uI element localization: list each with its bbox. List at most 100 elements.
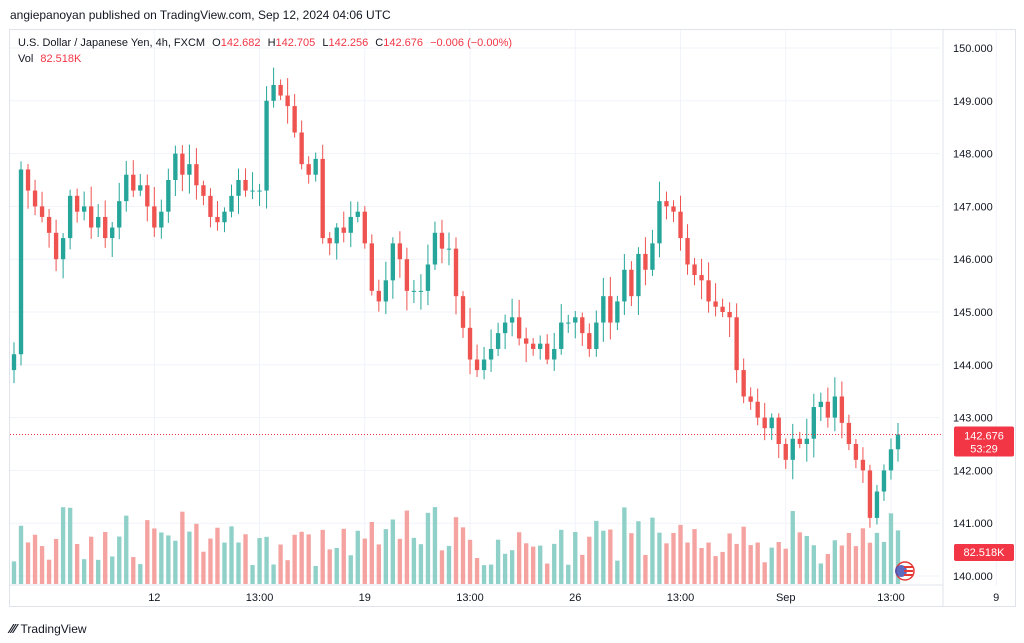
candle-body	[888, 449, 894, 471]
volume-bar	[53, 538, 59, 584]
volume-bar	[201, 551, 206, 584]
candle-body	[629, 269, 634, 297]
volume-bar	[846, 532, 852, 584]
candle-body	[741, 370, 746, 397]
candle-body	[404, 259, 410, 291]
volume-bar	[11, 561, 17, 584]
candle-body	[502, 322, 508, 334]
candles	[11, 67, 901, 528]
volume-bar	[559, 529, 564, 584]
volume-bar	[215, 527, 220, 584]
candle-body	[60, 238, 66, 260]
change-value: −0.006 (−0.00%)	[430, 37, 513, 49]
candle-body	[622, 269, 627, 302]
candle-body	[727, 312, 732, 318]
candle-body	[699, 275, 704, 281]
symbol-title: U.S. Dollar / Japanese Yen, 4h, FXCM	[18, 37, 206, 49]
candle-body	[853, 444, 859, 460]
volume-bar	[881, 541, 887, 584]
candle-body	[292, 106, 297, 133]
candle-body	[39, 206, 45, 217]
high-value: 142.705	[275, 37, 316, 49]
candle-body	[608, 296, 613, 323]
candle-body	[285, 95, 290, 107]
candle-body	[762, 417, 767, 429]
volume-bar	[292, 534, 297, 584]
volume-bar	[594, 520, 599, 584]
volume-bar	[481, 565, 487, 584]
candle-body	[439, 232, 445, 249]
volume-bar	[313, 565, 318, 584]
y-tick-label: 141.000	[953, 518, 993, 530]
volume-bar	[173, 540, 178, 584]
candle-body	[355, 211, 360, 217]
volume-bar	[96, 559, 101, 584]
candle-body	[152, 206, 157, 228]
x-tick-label: Sep	[776, 592, 796, 604]
vol-label: Vol	[18, 53, 34, 65]
candle-body	[369, 243, 374, 291]
volume-bar	[278, 544, 283, 584]
price-badge-price: 142.676	[964, 430, 1004, 442]
candle-body	[32, 190, 38, 207]
x-tick-label: 19	[359, 592, 371, 604]
volume-bar	[418, 544, 424, 584]
candle-body	[839, 396, 845, 423]
candle-body	[895, 434, 901, 450]
volume-bar	[159, 532, 164, 584]
candle-body	[425, 264, 431, 291]
candle-body	[215, 216, 220, 223]
publisher-line: angiepanoyan published on TradingView.co…	[10, 8, 391, 22]
volume-bar	[516, 532, 522, 584]
volume-bar	[762, 562, 767, 584]
volume-bar	[341, 528, 346, 584]
x-tick-label: 13:00	[246, 592, 274, 604]
volume-bar	[74, 543, 80, 584]
candle-body	[495, 333, 501, 349]
x-tick-label: 12	[148, 592, 160, 604]
volume-bar	[236, 542, 241, 584]
candle-body	[804, 438, 809, 444]
candle-body	[334, 227, 339, 244]
y-axis: 140.000 141.000 142.000 143.000 144.000 145.0…	[942, 30, 993, 606]
candle-body	[411, 290, 417, 292]
volume-bar	[790, 511, 795, 584]
candle-body	[194, 164, 199, 186]
volume-bar	[748, 545, 753, 584]
candle-body	[580, 317, 585, 334]
candle-body	[390, 243, 396, 281]
y-tick-label: 143.000	[953, 413, 993, 425]
candle-body	[201, 185, 206, 196]
volume-bar	[734, 543, 739, 584]
tradingview-logo-icon: ⁄⁄⁄	[10, 621, 17, 636]
price-badge-countdown: 53:29	[970, 443, 998, 455]
volume-bar	[699, 548, 704, 584]
candle-body	[664, 201, 669, 207]
candle-body	[671, 206, 676, 212]
volume-bars	[11, 507, 901, 584]
volume-bar	[797, 532, 802, 584]
volume-bar	[783, 548, 788, 584]
volume-bar	[18, 525, 24, 584]
candle-body	[818, 401, 824, 408]
candle-body	[81, 206, 87, 212]
candle-body	[46, 216, 52, 233]
volume-bar	[383, 529, 389, 584]
candle-body	[250, 190, 255, 192]
footer-brand[interactable]: ⁄⁄⁄ TradingView	[10, 621, 87, 636]
candle-body	[678, 211, 683, 239]
y-tick-label: 142.000	[953, 465, 993, 477]
flag-icon	[904, 574, 913, 576]
volume-bar	[110, 556, 115, 584]
candle-body	[867, 470, 873, 518]
volume-bar	[685, 542, 690, 584]
candle-body	[18, 169, 24, 355]
candle-body	[131, 174, 136, 191]
volume-bar	[208, 538, 213, 584]
chart-frame	[9, 29, 1016, 607]
volume-bar	[264, 536, 269, 584]
y-tick-label: 140.000	[953, 571, 993, 583]
